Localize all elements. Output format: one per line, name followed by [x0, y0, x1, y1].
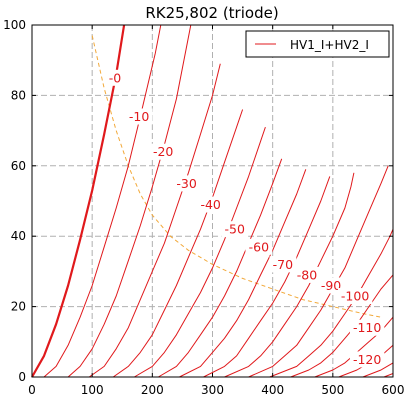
y-tick-label: 60 — [11, 159, 26, 173]
curve-label-background — [349, 319, 385, 336]
plate-curve — [248, 165, 389, 378]
curve-label: -50 — [225, 222, 245, 237]
curve-label: -40 — [200, 197, 220, 212]
curve-label: -20 — [153, 144, 173, 159]
curve-label: -60 — [249, 239, 269, 254]
legend: HV1_I+HV2_I — [245, 30, 390, 58]
plate-curve — [134, 126, 266, 378]
curve-label: -0 — [109, 70, 122, 85]
curve-label: -30 — [176, 176, 196, 191]
curve-label: -70 — [273, 257, 293, 272]
chart-title: RK25,802 (triode) — [145, 4, 278, 22]
y-tick-label: 80 — [11, 88, 26, 102]
curve-label: -100 — [341, 289, 369, 304]
plate-curve — [203, 176, 331, 378]
x-tick-label: 600 — [382, 383, 405, 397]
plate-curve — [269, 229, 394, 378]
curve-label-background — [337, 288, 373, 305]
x-tick-label: 300 — [201, 383, 224, 397]
plate-curve — [179, 169, 307, 378]
plate-curve — [362, 362, 394, 378]
plate-curve — [158, 158, 283, 378]
x-tick-label: 100 — [81, 383, 104, 397]
curve-label-background — [221, 221, 249, 238]
plate-curves — [31, 24, 394, 378]
load-line — [91, 35, 382, 318]
y-tick-label: 40 — [11, 229, 26, 243]
plate-curve — [383, 373, 394, 378]
curve-label-background — [245, 238, 273, 255]
legend-entry-label: HV1_I+HV2_I — [290, 38, 369, 52]
plate-curve — [88, 63, 221, 378]
grid-voltage-labels: -0 -10 -20 -30 -40 -50 -60 -70 -80 -90-100 -110 -12… — [105, 69, 385, 368]
curve-label-background — [125, 108, 153, 125]
x-tick-label: 500 — [321, 383, 344, 397]
curve-label-background — [269, 256, 297, 273]
x-tick-label: 400 — [261, 383, 284, 397]
plate-curve — [224, 172, 355, 378]
plate-curve — [290, 274, 394, 378]
y-tick-label: 20 — [11, 300, 26, 314]
curve-label: -80 — [297, 267, 317, 282]
curve-label-background — [173, 175, 201, 192]
curve-label-background — [293, 266, 321, 283]
curve-label: -90 — [321, 278, 341, 293]
curve-label-background — [149, 143, 177, 160]
curve-label: -110 — [353, 320, 381, 335]
load-line-curve — [91, 35, 382, 318]
plate-curve — [31, 24, 126, 378]
curve-label-background — [105, 69, 125, 86]
y-tick-label: 0 — [18, 370, 26, 384]
plate-curve — [43, 24, 162, 378]
curve-label: -10 — [129, 109, 149, 124]
y-tick-label: 100 — [3, 18, 26, 32]
x-tick-label: 0 — [28, 383, 36, 397]
curve-label-background — [349, 351, 385, 368]
x-tick-label: 200 — [141, 383, 164, 397]
axis-ticks: 0 100 200 300 400 500 600 0 20 40 60 80 100 — [3, 18, 404, 397]
plate-curve — [112, 109, 244, 378]
curve-label-background — [317, 277, 345, 294]
plate-curve — [67, 24, 192, 378]
curve-label-background — [197, 196, 225, 213]
curve-label: -120 — [353, 352, 381, 367]
